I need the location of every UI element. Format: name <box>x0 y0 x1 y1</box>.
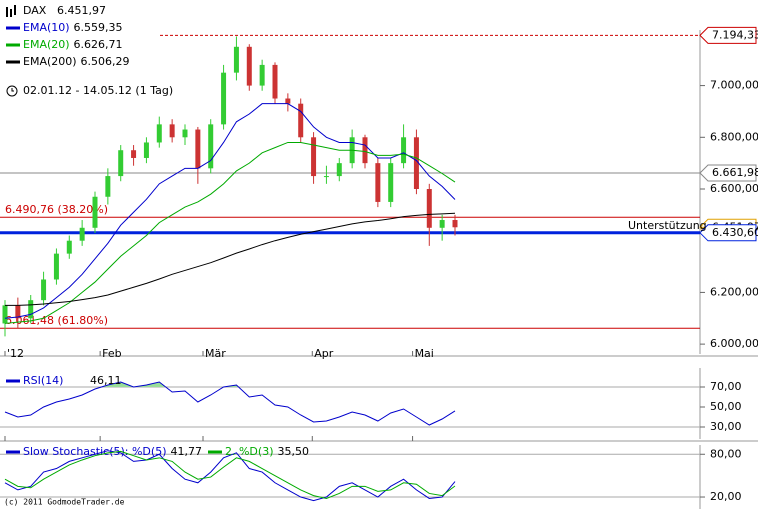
level-label: 7.194,33 <box>712 28 758 41</box>
candle-body <box>336 163 342 177</box>
candle-body <box>362 137 368 164</box>
y-tick-label: 6.000,00 <box>710 337 758 350</box>
legend-value: 6.451,97 <box>57 4 106 17</box>
candle-body <box>131 150 137 158</box>
candle-body <box>15 305 21 319</box>
candle-body <box>272 64 278 99</box>
candle-body <box>285 98 291 104</box>
legend-value: 6.626,71 <box>74 38 123 51</box>
level-label-box <box>699 224 757 242</box>
level-label: 6.430,60 <box>712 226 758 239</box>
legend-label: EMA(10) <box>23 21 70 34</box>
y-tick-label: 80,00 <box>710 447 742 460</box>
candle-body <box>439 220 445 228</box>
rsi-overbought-area <box>5 382 455 387</box>
y-tick-label: 6.200,00 <box>710 285 758 298</box>
y-tick-label: 6.600,00 <box>710 182 758 195</box>
legend-label: DAX <box>23 4 47 17</box>
candle-body <box>182 129 188 138</box>
candle-body <box>259 64 265 86</box>
legend-value: 41,77 <box>170 445 202 458</box>
level-label: 6.490,76 (38.20%) <box>5 203 108 216</box>
candle-body <box>413 137 419 189</box>
x-tick-label: Mai <box>415 347 434 360</box>
legend-label: EMA(20) <box>23 38 70 51</box>
candle-body <box>53 253 59 280</box>
level-label-box <box>699 164 757 182</box>
candle-body <box>388 163 394 202</box>
copyright: (c) 2011 GodmodeTrader.de <box>4 498 125 507</box>
x-tick-label: Feb <box>102 347 121 360</box>
candle-body <box>118 150 124 177</box>
candle-body <box>169 124 175 138</box>
ema-line <box>4 141 456 324</box>
candle-body <box>195 129 201 169</box>
candle-body <box>375 163 381 202</box>
candle-body <box>246 46 252 86</box>
candle-body <box>401 137 407 164</box>
legend-value: 6.506,29 <box>81 55 130 68</box>
candle-body <box>79 227 85 241</box>
candle-body <box>233 46 239 73</box>
level-note: Unterstützung <box>628 219 707 232</box>
candle-body <box>143 142 149 158</box>
candle-body <box>156 124 162 143</box>
y-tick-label: 7.000,00 <box>710 79 758 92</box>
stochastic-line <box>4 450 456 502</box>
candle-body <box>66 240 72 254</box>
y-tick-label: 50,00 <box>710 400 742 413</box>
legend-icon <box>6 5 16 17</box>
y-tick-label: 6.800,00 <box>710 130 758 143</box>
y-tick-label: 30,00 <box>710 420 742 433</box>
candle-body <box>311 137 317 177</box>
ema-line <box>5 212 456 306</box>
legend-label: RSI(14) <box>23 374 63 387</box>
legend-value: 46,11 <box>90 374 122 387</box>
candle-body <box>452 220 458 228</box>
candle-body <box>92 196 98 228</box>
x-tick-label: Mär <box>205 347 226 360</box>
candle-body <box>105 176 111 197</box>
candle-body <box>221 72 227 125</box>
y-tick-label: 20,00 <box>710 490 742 503</box>
ema-line <box>4 103 456 319</box>
subtitle: 02.01.12 - 14.05.12 (1 Tag) <box>23 84 173 97</box>
legend-label: EMA(200) <box>23 55 77 68</box>
x-tick-label: '12 <box>7 347 24 360</box>
rsi-line <box>4 381 456 426</box>
clock-icon <box>6 85 18 97</box>
candle-body <box>323 176 329 178</box>
clock-hand <box>11 88 14 92</box>
candle-body <box>208 124 214 169</box>
x-tick-label: Apr <box>314 347 334 360</box>
candle-body <box>41 279 47 301</box>
y-tick-label: 70,00 <box>710 380 742 393</box>
level-label: 6.661,98 <box>712 166 758 179</box>
legend-value: 6.559,35 <box>74 21 123 34</box>
stochastic-line <box>4 450 456 499</box>
candle-body <box>298 103 304 138</box>
candle-body <box>426 189 432 228</box>
candle-body <box>2 305 8 324</box>
candle-body <box>28 300 34 319</box>
legend-label: 2. %D(3) <box>225 445 274 458</box>
level-label-box <box>699 26 757 44</box>
legend-value: 35,50 <box>277 445 309 458</box>
